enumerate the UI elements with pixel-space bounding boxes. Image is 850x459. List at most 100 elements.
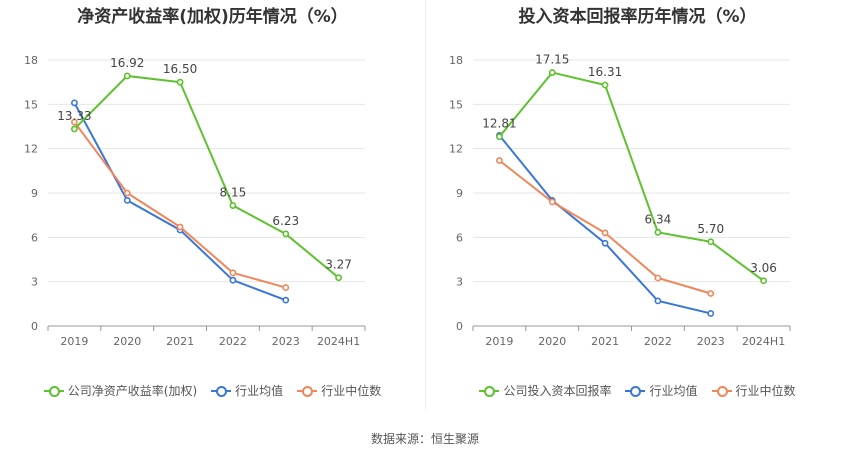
chart-panel-roe: 净资产收益率(加权)历年情况（%） 0 3 6 9 12 15 18 2019 2020 2021…: [0, 0, 425, 410]
data-point: [548, 198, 556, 206]
x-tick-label: 2020: [113, 335, 141, 348]
legend-label: 行业中位数: [735, 384, 796, 398]
series-line: [498, 134, 711, 315]
y-tick-label: 15: [24, 98, 38, 111]
data-point: [601, 81, 609, 89]
legend-item-industry-mean[interactable]: 行业均值: [211, 382, 283, 399]
y-tick-label: 18: [24, 54, 38, 67]
y-tick-label: 9: [31, 187, 38, 200]
data-point: [654, 297, 662, 305]
legend-item-company[interactable]: 公司净资产收益率(加权): [43, 382, 198, 399]
legend-swatch-industry-mean: [211, 385, 232, 397]
chart-title: 投入资本回报率历年情况（%）: [518, 7, 757, 27]
legend-item-company[interactable]: 公司投入资本回报率: [479, 382, 611, 399]
data-label: 16.31: [588, 65, 622, 79]
data-label: 8.15: [220, 186, 247, 200]
data-point: [229, 202, 237, 209]
data-label: 16.92: [110, 56, 144, 70]
y-tick-label: 9: [456, 187, 463, 200]
y-tick-label: 3: [31, 276, 38, 289]
x-tick-label: 2019: [60, 335, 88, 348]
series-line: [73, 74, 340, 279]
panel-divider: [425, 0, 426, 410]
x-tick-label: 2019: [485, 335, 513, 348]
legend-label: 公司净资产收益率(加权): [67, 384, 198, 398]
y-tick-label: 18: [449, 54, 463, 67]
legend-swatch-company: [479, 385, 500, 397]
chart-plot: 0 3 6 9 12 15 18 2019 2020 2021 2022 2023 2024H1 12.8…: [449, 53, 791, 348]
x-tick-label: 2022: [644, 335, 672, 348]
x-tick-label: 2024H1: [742, 335, 785, 348]
series-line: [73, 102, 287, 302]
y-tick-label: 0: [456, 320, 463, 333]
data-label: 3.27: [325, 258, 352, 272]
data-point: [496, 133, 503, 141]
data-point: [229, 269, 237, 277]
x-tick-label: 2021: [166, 335, 194, 348]
y-tick-label: 15: [449, 98, 463, 111]
data-point: [335, 274, 342, 282]
legend-swatch-industry-median: [297, 385, 318, 397]
chart-panel-roic: 投入资本回报率历年情况（%） 0 3 6 9 12 15 18 2019 2020 2021 202…: [425, 0, 850, 410]
x-tick-label: 2023: [272, 335, 300, 348]
x-tick-label: 2024H1: [317, 335, 360, 348]
x-tick-label: 2022: [219, 335, 247, 348]
chart-plot: 0 3 6 9 12 15 18 2019 2020 2021 2022 2023 2024H1 13.3…: [24, 54, 366, 348]
data-point: [282, 284, 290, 291]
data-point: [707, 238, 715, 246]
data-label: 12.81: [482, 117, 516, 131]
data-point: [229, 276, 237, 284]
data-point: [71, 118, 78, 126]
y-tick-label: 3: [456, 276, 463, 289]
data-point: [282, 230, 290, 238]
data-source: 数据来源：恒生聚源: [370, 432, 479, 446]
data-point: [123, 72, 131, 80]
data-point: [707, 290, 715, 297]
data-point: [707, 310, 715, 317]
data-point: [282, 296, 290, 304]
data-point: [654, 274, 662, 282]
y-tick-label: 12: [24, 143, 38, 156]
legend-item-industry-median[interactable]: 行业中位数: [711, 382, 796, 399]
data-label: 13.33: [57, 109, 91, 123]
y-tick-label: 6: [31, 231, 38, 244]
data-label: 6.23: [272, 214, 299, 228]
data-point: [601, 229, 609, 237]
y-tick-label: 6: [456, 231, 463, 244]
data-label: 6.34: [645, 212, 672, 226]
data-label: 5.70: [697, 222, 724, 236]
series-line: [73, 121, 287, 289]
legend-label: 行业中位数: [321, 384, 382, 398]
y-tick-label: 0: [31, 320, 38, 333]
data-point: [548, 69, 556, 76]
data-point: [496, 157, 503, 164]
data-label: 16.50: [163, 62, 197, 76]
x-tick-label: 2020: [538, 335, 566, 348]
chart-legend: 公司净资产收益率(加权) 行业均值 行业中位数: [0, 382, 425, 399]
chart-legend: 公司投入资本回报率 行业均值 行业中位数: [425, 382, 850, 399]
series-line: [498, 71, 765, 282]
data-point: [176, 223, 184, 231]
series-line: [498, 159, 712, 295]
legend-label: 行业均值: [235, 384, 284, 398]
legend-swatch-company: [43, 385, 64, 397]
data-point: [123, 189, 131, 197]
legend-item-industry-median[interactable]: 行业中位数: [297, 382, 381, 399]
data-point: [760, 277, 767, 285]
data-label: 3.06: [750, 261, 777, 275]
legend-item-industry-mean[interactable]: 行业均值: [625, 382, 698, 399]
y-tick-label: 12: [449, 143, 463, 156]
data-point: [601, 239, 609, 247]
data-point: [654, 228, 662, 236]
legend-label: 公司投入资本回报率: [503, 384, 612, 398]
chart-title: 净资产收益率(加权)历年情况（%）: [77, 7, 348, 27]
data-point: [176, 78, 184, 86]
x-tick-label: 2023: [697, 335, 725, 348]
data-label: 17.15: [535, 53, 569, 67]
data-point: [71, 99, 78, 107]
legend-swatch-industry-mean: [625, 385, 646, 397]
data-point: [123, 196, 131, 204]
data-point: [71, 125, 78, 133]
legend-swatch-industry-median: [711, 385, 732, 397]
x-tick-label: 2021: [591, 335, 619, 348]
